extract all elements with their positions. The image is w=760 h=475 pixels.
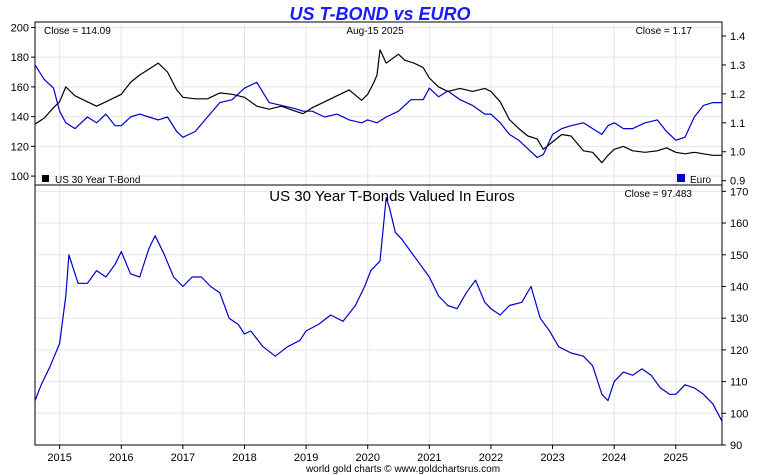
legend-label-tbond: US 30 Year T-Bond: [55, 175, 140, 186]
top-right-tick-label: 1.0: [730, 147, 745, 159]
top-right-tick-label: 0.9: [730, 176, 745, 188]
tbond-in-euros-series-line: [34, 197, 723, 422]
bottom-close-label: Close = 97.483: [624, 189, 692, 200]
x-tick-label: 2021: [417, 452, 441, 464]
top-left-tick-label: 140: [11, 112, 29, 124]
top-left-tick-label: 200: [11, 22, 29, 34]
top-left-tick-label: 120: [11, 141, 29, 153]
axis-layer: 2015 2016 2017 2018 2019 2020 2021 2022 2023 2024…: [11, 22, 749, 464]
plot-frame: [34, 21, 723, 446]
bottom-right-tick-label: 90: [730, 440, 742, 452]
x-tick-label: 2016: [109, 452, 133, 464]
chart-title: US T-BOND vs EURO: [289, 4, 470, 24]
bottom-right-tick-label: 120: [730, 345, 748, 357]
top-right-tick-label: 1.4: [730, 31, 745, 43]
footer-credit: world gold charts © www.goldchartsrus.co…: [305, 464, 500, 475]
bottom-right-tick-label: 150: [730, 250, 748, 262]
top-left-tick-label: 180: [11, 52, 29, 64]
bottom-right-tick-label: 140: [730, 281, 748, 293]
top-left-close-label: Close = 114.09: [44, 26, 111, 37]
legend-swatch-tbond: [42, 175, 49, 182]
top-right-close-label: Close = 1.17: [636, 26, 693, 37]
series-layer: [34, 49, 723, 422]
bottom-right-tick-label: 110: [730, 377, 748, 389]
legend-label-euro: Euro: [690, 175, 712, 186]
top-right-tick-label: 1.3: [730, 60, 745, 72]
x-tick-label: 2025: [664, 452, 688, 464]
top-right-tick-label: 1.1: [730, 118, 745, 130]
frame-layer: [34, 21, 723, 446]
legend-swatch-euro: [677, 174, 685, 182]
top-right-tick-label: 1.2: [730, 89, 745, 101]
x-tick-label: 2024: [602, 452, 626, 464]
x-tick-label: 2015: [47, 452, 71, 464]
bottom-panel-title: US 30 Year T-Bonds Valued In Euros: [269, 188, 514, 205]
euro-series-line: [34, 64, 722, 159]
top-date-label: Aug-15 2025: [346, 26, 404, 37]
bottom-right-tick-label: 170: [730, 186, 748, 198]
top-left-tick-label: 100: [11, 171, 29, 183]
x-tick-label: 2020: [355, 452, 379, 464]
tbond-series-line: [34, 49, 722, 164]
x-tick-label: 2022: [479, 452, 503, 464]
top-left-tick-label: 160: [11, 82, 29, 94]
bottom-right-tick-label: 160: [730, 218, 748, 230]
bottom-right-tick-label: 100: [730, 408, 748, 420]
bottom-right-tick-label: 130: [730, 313, 748, 325]
x-tick-label: 2018: [232, 452, 256, 464]
x-tick-label: 2023: [540, 452, 564, 464]
x-tick-label: 2017: [171, 452, 195, 464]
x-tick-label: 2019: [294, 452, 318, 464]
